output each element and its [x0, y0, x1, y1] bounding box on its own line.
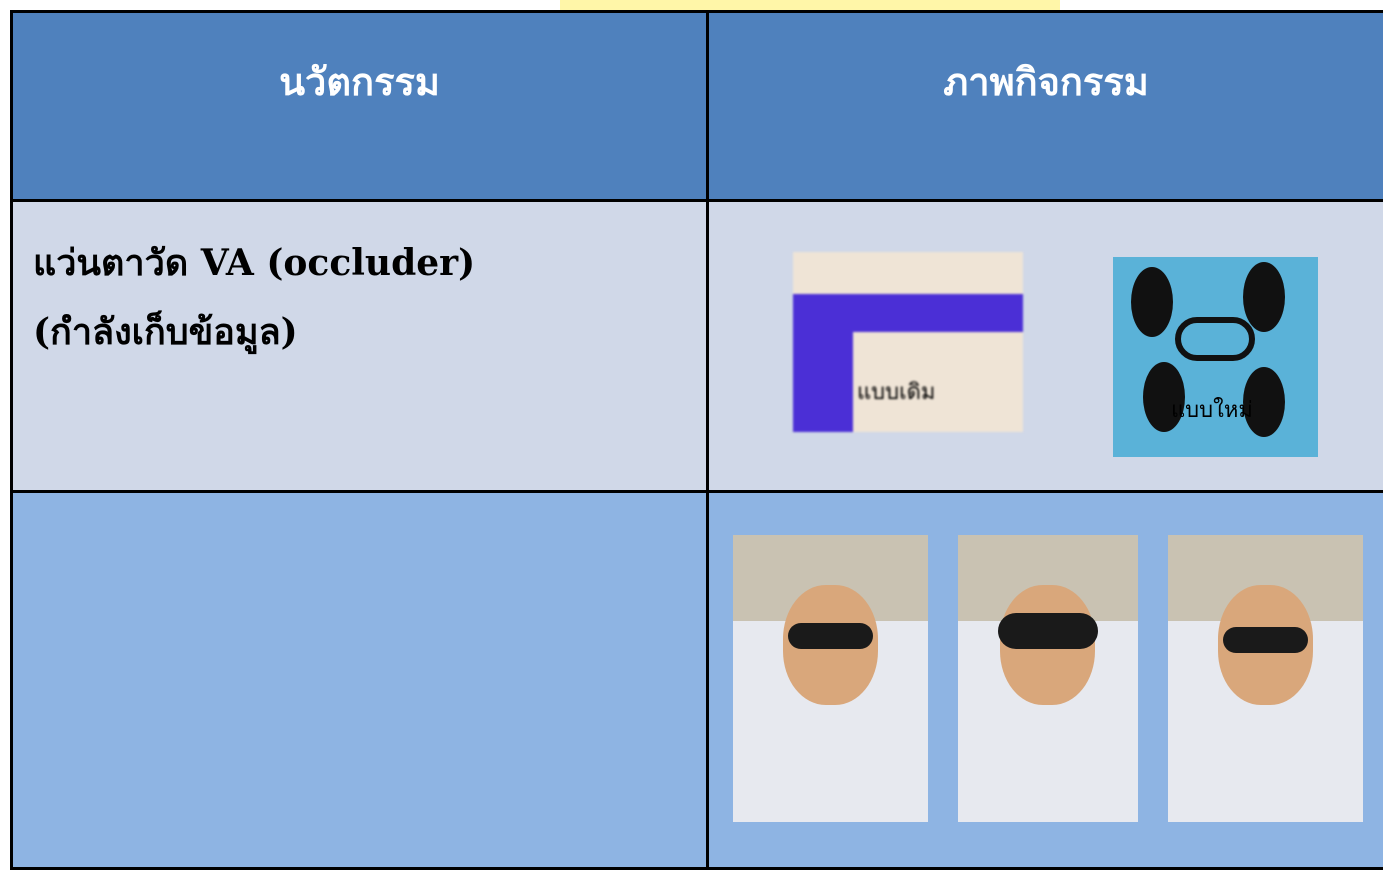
- item-title: แว่นตาวัด VA (occluder): [33, 242, 476, 284]
- shape: [998, 613, 1098, 649]
- caption: แบบเดิม: [857, 380, 936, 405]
- text-cell: แว่นตาวัด VA (occluder) (กำลังเก็บข้อมูล…: [10, 199, 709, 493]
- shape: [788, 623, 873, 649]
- item-status: (กำลังเก็บข้อมูล): [33, 311, 298, 353]
- shape: [1143, 362, 1185, 432]
- shape: [1243, 262, 1285, 332]
- shape: [1131, 267, 1173, 337]
- header-text: นวัตกรรม: [279, 59, 440, 104]
- shape: [1175, 317, 1255, 361]
- photo-new: แบบใหม่: [1113, 257, 1318, 457]
- header-text: ภาพกิจกรรม: [943, 59, 1149, 104]
- header-cell: นวัตกรรม: [10, 10, 709, 202]
- image-cell: [706, 490, 1383, 870]
- header-cell: ภาพกิจกรรม: [706, 10, 1383, 202]
- caption: แบบใหม่: [1171, 398, 1253, 423]
- empty-cell: [10, 490, 709, 870]
- glow: [560, 0, 1060, 12]
- shape: [1243, 367, 1285, 437]
- shape: [1223, 627, 1308, 653]
- photo: [1168, 535, 1363, 822]
- photo-old: แบบเดิม: [793, 252, 1023, 432]
- photo: [733, 535, 928, 822]
- shape: [793, 294, 853, 432]
- photo: [958, 535, 1138, 822]
- image-cell: แบบเดิม แบบใหม่: [706, 199, 1383, 493]
